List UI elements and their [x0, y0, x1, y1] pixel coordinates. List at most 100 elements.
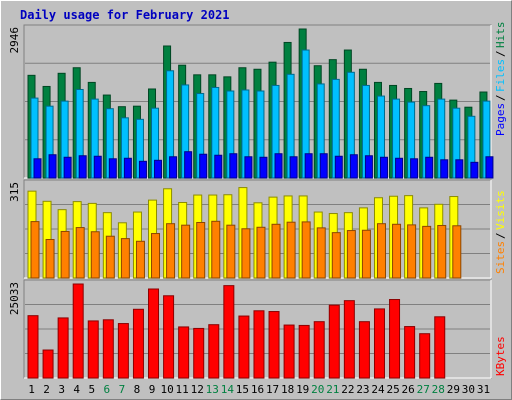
hits-bar-pages-9	[154, 159, 163, 179]
hits-bar-pages-22	[349, 154, 358, 179]
visits-bar-sites-2	[45, 239, 55, 279]
kbytes-bar-kbytes-22	[343, 300, 355, 379]
x-tick-label-20: 20	[311, 383, 324, 396]
kbytes-bar-kbytes-13	[208, 324, 220, 379]
visits-bar-sites-28	[437, 224, 447, 279]
hits-bar-pages-5	[93, 155, 102, 179]
kbytes-bar-kbytes-7	[117, 323, 129, 379]
hits-bar-pages-4	[78, 155, 87, 179]
kbytes-bar-kbytes-4	[72, 283, 84, 379]
kbytes-bar-kbytes-26	[404, 326, 416, 379]
hits-bar-pages-25	[395, 157, 404, 179]
kbytes-panel	[23, 279, 492, 379]
x-tick-label-10: 10	[160, 383, 173, 396]
hits-bar-pages-6	[108, 158, 117, 179]
visits-bar-sites-12	[196, 221, 206, 279]
legend-visits: Visits	[494, 190, 507, 230]
hits-bar-pages-21	[334, 155, 343, 179]
legend-files: Files	[494, 59, 507, 92]
x-tick-label-18: 18	[281, 383, 294, 396]
hits-bar-pages-14	[229, 153, 238, 179]
x-tick-label-30: 30	[462, 383, 475, 396]
hits-legend-sep-2: /	[494, 50, 507, 57]
x-tick-label-26: 26	[402, 383, 415, 396]
hits-bar-pages-12	[199, 153, 208, 179]
visits-bar-sites-11	[181, 224, 191, 279]
kbytes-bar-kbytes-8	[132, 308, 144, 379]
x-tick-label-16: 16	[251, 383, 264, 396]
kbytes-bar-kbytes-25	[389, 299, 401, 379]
kbytes-bar-kbytes-1	[27, 315, 39, 379]
kbytes-bar-kbytes-12	[193, 327, 205, 379]
legend-kbytes: KBytes	[494, 336, 507, 376]
kbytes-bar-kbytes-14	[223, 285, 235, 379]
hits-bar-pages-20	[319, 153, 328, 179]
x-tick-label-17: 17	[266, 383, 279, 396]
legend-pages: Pages	[494, 103, 507, 136]
visits-bar-sites-16	[256, 226, 266, 279]
kbytes-bar-kbytes-27	[419, 333, 431, 379]
x-tick-label-19: 19	[296, 383, 309, 396]
visits-bar-sites-10	[166, 223, 176, 279]
kbytes-bar-kbytes-3	[57, 317, 69, 379]
visits-bar-sites-19	[301, 221, 311, 279]
hits-bar-pages-17	[274, 153, 283, 179]
visits-bar-sites-6	[105, 235, 115, 279]
visits-bar-sites-17	[271, 223, 281, 279]
kbytes-bar-kbytes-16	[253, 310, 265, 379]
hits-bar-pages-28	[440, 159, 449, 179]
legend-sites: Sites	[494, 241, 507, 274]
x-tick-label-22: 22	[341, 383, 354, 396]
visits-bar-sites-4	[75, 227, 85, 279]
hits-bar-pages-13	[214, 154, 223, 179]
visits-bar-sites-26	[407, 224, 417, 279]
x-tick-label-29: 29	[447, 383, 460, 396]
hits-bar-pages-15	[244, 156, 253, 179]
visits-bar-sites-15	[241, 228, 251, 279]
x-tick-label-4: 4	[73, 383, 80, 396]
kbytes-bar-kbytes-6	[102, 319, 114, 379]
x-tick-label-2: 2	[43, 383, 50, 396]
hits-bar-pages-8	[138, 160, 147, 179]
visits-bar-sites-14	[226, 224, 236, 279]
kbytes-bar-kbytes-17	[268, 311, 280, 379]
visits-bar-sites-22	[346, 230, 356, 279]
visits-bar-sites-3	[60, 230, 70, 279]
x-tick-label-21: 21	[326, 383, 339, 396]
visits-bar-sites-20	[316, 227, 326, 279]
x-tick-label-1: 1	[28, 383, 35, 396]
kbytes-bar-kbytes-9	[148, 288, 160, 379]
hits-bar-pages-7	[123, 157, 132, 179]
hits-bar-pages-16	[259, 156, 268, 179]
visits-bar-sites-7	[120, 238, 130, 279]
visits-legend-sep-1: /	[494, 232, 507, 239]
hits-panel	[23, 24, 494, 179]
x-tick-label-11: 11	[176, 383, 189, 396]
x-tick-label-6: 6	[104, 383, 111, 396]
kbytes-bar-kbytes-18	[283, 324, 295, 379]
visits-bar-sites-13	[211, 220, 221, 279]
x-tick-label-23: 23	[356, 383, 369, 396]
kbytes-bar-kbytes-11	[178, 326, 190, 379]
visits-bar-sites-29	[452, 225, 462, 279]
visits-bar-sites-1	[30, 221, 40, 279]
visits-panel	[23, 179, 492, 279]
hits-bar-pages-31	[485, 156, 494, 179]
hits-bar-pages-19	[304, 153, 313, 179]
x-tick-label-9: 9	[149, 383, 156, 396]
x-tick-label-12: 12	[191, 383, 204, 396]
hits-bar-pages-3	[63, 156, 72, 179]
hits-bar-pages-11	[184, 151, 193, 179]
x-tick-label-28: 28	[432, 383, 445, 396]
hits-bar-pages-1	[33, 158, 42, 179]
hits-bar-pages-27	[425, 156, 434, 179]
x-tick-label-27: 27	[417, 383, 430, 396]
hits-bar-pages-2	[48, 154, 57, 179]
x-tick-label-25: 25	[386, 383, 399, 396]
kbytes-bar-kbytes-28	[434, 316, 446, 379]
hits-ymax-label: 2946	[8, 27, 21, 54]
x-tick-label-14: 14	[221, 383, 235, 396]
visits-bar-sites-21	[331, 232, 341, 279]
kbytes-bar-kbytes-20	[313, 321, 325, 379]
